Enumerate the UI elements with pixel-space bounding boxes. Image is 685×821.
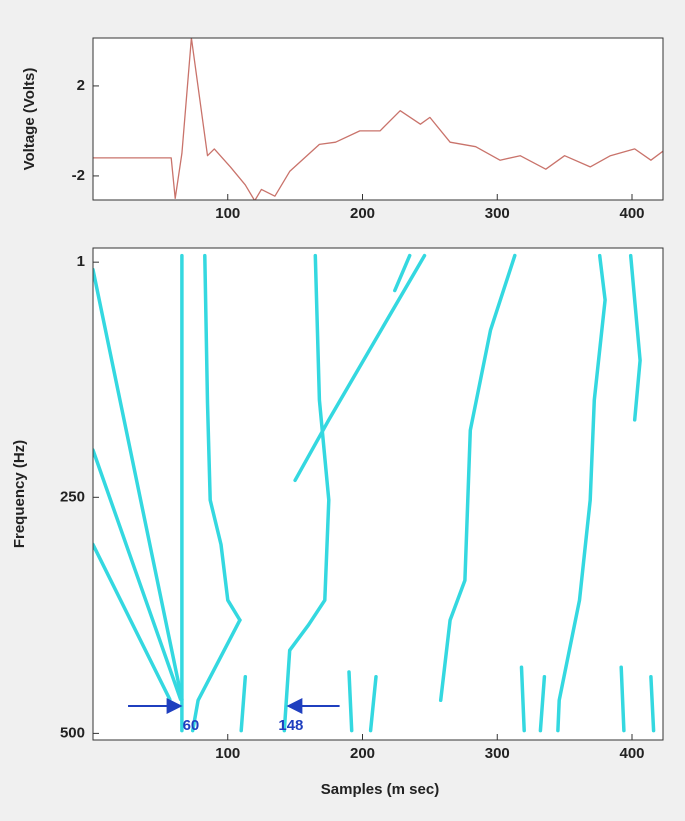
contour-line (203, 253, 242, 622)
contour-line (93, 542, 172, 702)
contour-line (393, 253, 412, 293)
x-tick-label: 200 (350, 205, 375, 222)
y-tick-label: 250 (60, 488, 85, 505)
x-tick-label: 400 (619, 745, 644, 762)
y-tick-label: 500 (60, 724, 85, 741)
contour-line (519, 665, 526, 733)
contour-line (282, 253, 331, 733)
annotation-label: 60 (183, 717, 200, 734)
contour-line (649, 674, 656, 733)
x-tick-label: 300 (485, 745, 510, 762)
plot-area (93, 248, 663, 740)
contour-line (293, 253, 427, 483)
x-tick-label: 100 (215, 745, 240, 762)
contour-line (438, 253, 517, 703)
y-axis-label: Voltage (Volts) (21, 68, 38, 171)
annotation-label: 148 (278, 717, 303, 734)
plot-area (93, 38, 663, 200)
contour-line (93, 267, 184, 702)
voltage-line (93, 38, 663, 200)
contour-line (239, 674, 248, 733)
contour-line (368, 674, 378, 733)
contour-line (347, 670, 354, 733)
x-axis-label: Samples (m sec) (321, 781, 439, 798)
contour-line (190, 618, 242, 733)
contour-line (556, 253, 607, 733)
y-tick-label: -2 (72, 167, 85, 184)
contour-line (628, 253, 642, 422)
y-axis-label: Frequency (Hz) (11, 440, 28, 548)
contour-line (538, 674, 547, 733)
y-tick-label: 1 (77, 253, 85, 270)
x-tick-label: 100 (215, 205, 240, 222)
x-tick-label: 200 (350, 745, 375, 762)
x-tick-label: 400 (619, 205, 644, 222)
contour-line (93, 448, 183, 702)
y-tick-label: 2 (77, 77, 85, 94)
plot-frame (92, 247, 664, 741)
contour-line (619, 665, 626, 733)
x-tick-label: 300 (485, 205, 510, 222)
plot-frame (92, 37, 664, 201)
